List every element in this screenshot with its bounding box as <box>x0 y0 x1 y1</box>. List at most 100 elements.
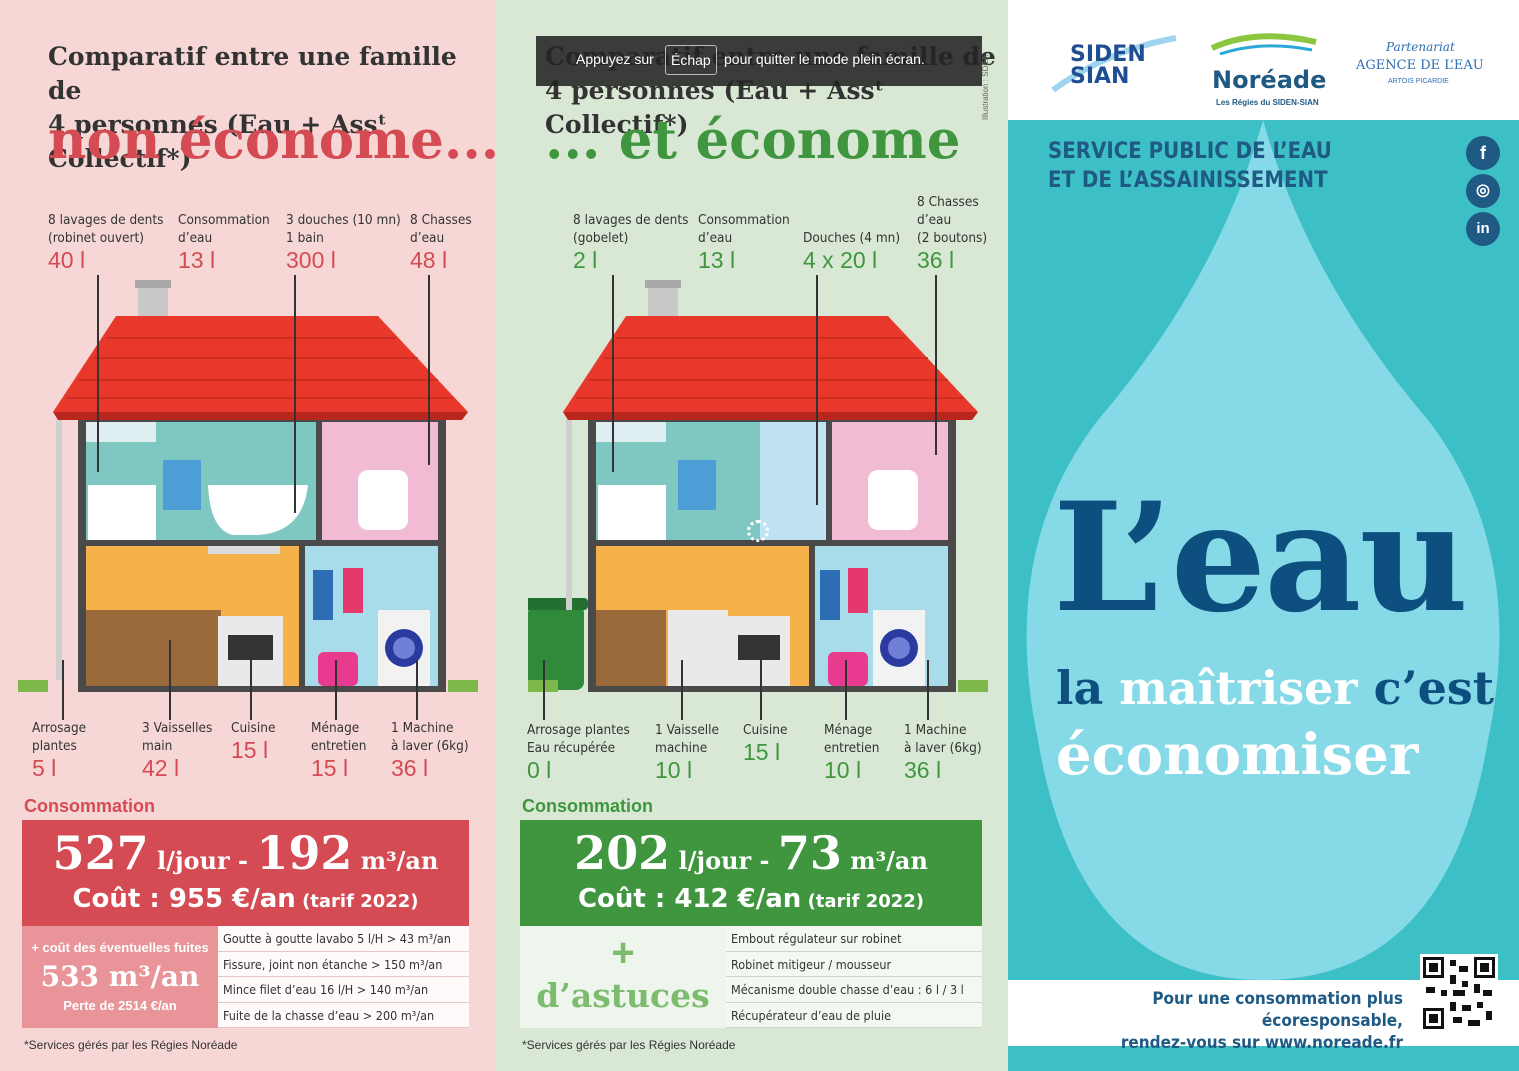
escape-key-hint[interactable]: Échap <box>665 45 717 75</box>
house-illustration <box>18 280 478 692</box>
top-item-label: 8 lavages de dents (gobelet) <box>573 212 689 246</box>
list-item: Récupérateur d’eau de pluie <box>726 1003 982 1028</box>
bottom-item-value: 36 l <box>391 755 429 781</box>
top-item-value: 40 l <box>48 247 86 273</box>
economical-headline: ... et économe <box>545 109 961 171</box>
leader-line <box>612 275 614 472</box>
service-title: SERVICE PUBLIC DE L’EAU ET DE L’ASSAINIS… <box>1048 139 1332 193</box>
consumption-box: 202 l/jour - 73 m³/an Coût : 412 €/an (t… <box>520 820 982 926</box>
top-item-label: Consommation d’eau <box>178 212 270 246</box>
liters-per-day: 527 <box>52 826 149 880</box>
bottom-item-label: 1 Machine à laver (6kg) <box>391 720 469 754</box>
footnote: *Services gérés par les Régies Noréade <box>522 1038 736 1052</box>
noreade-subtitle: Les Régies du SIDEN-SIAN <box>1216 98 1319 107</box>
bottom-item-label: Arrosage plantes Eau récupérée <box>527 722 630 756</box>
loading-spinner-icon <box>747 520 769 542</box>
bottom-item-label: Arrosage plantes <box>32 720 87 754</box>
qr-code-icon[interactable] <box>1420 954 1498 1032</box>
list-item: Mécanisme double chasse d’eau : 6 l / 3 … <box>726 977 982 1003</box>
leader-line <box>681 660 683 720</box>
noreade-logo: Noréade Les Régies du SIDEN-SIAN <box>1206 28 1326 110</box>
tips-box: + d’astuces <box>520 926 726 1028</box>
cover-panel: SIDEN SIAN Noréade Les Régies du SIDEN-S… <box>1008 0 1519 1071</box>
footnote: *Services gérés par les Régies Noréade <box>24 1038 238 1052</box>
bottom-item-value: 15 l <box>311 755 349 781</box>
top-item-label: 3 douches (10 mn) 1 bain <box>286 212 401 246</box>
annual-cost: Coût : 412 €/an (tarif 2022) <box>520 884 982 914</box>
leader-line <box>845 660 847 720</box>
cost-value: Coût : 955 €/an <box>72 884 296 914</box>
partnership-text: Partenariat <box>1386 40 1455 54</box>
cost-value: Coût : 412 €/an <box>577 884 802 914</box>
cubic-meters-per-year: 192 <box>256 826 353 880</box>
annual-cost: Coût : 955 €/an (tarif 2022) <box>22 884 469 914</box>
leader-line <box>543 660 545 720</box>
tariff-note: (tarif 2022) <box>295 891 419 912</box>
bottom-item-value: 15 l <box>231 737 269 763</box>
top-item-label: 8 Chasses d’eau <box>410 212 472 246</box>
leak-title: + coût des éventuelles fuites <box>31 940 209 955</box>
tips-title: d’astuces <box>536 976 710 1015</box>
house-illustration <box>528 280 988 692</box>
fullscreen-exit-toast: Appuyez sur Échap pour quitter le mode p… <box>536 36 982 86</box>
leader-line <box>927 660 929 720</box>
leader-line <box>294 275 296 513</box>
list-item: Goutte à goutte lavabo 5 l/H > 43 m³/an <box>218 926 469 952</box>
tips-list: Embout régulateur sur robinet Robinet mi… <box>726 926 982 1028</box>
instagram-icon[interactable]: ◎ <box>1466 174 1500 208</box>
leader-line <box>97 275 99 472</box>
top-item-value: 36 l <box>917 247 955 273</box>
facebook-icon[interactable]: f <box>1466 136 1500 170</box>
tagline-line1: la maîtriser c’est <box>1056 660 1494 716</box>
consumption-summary: 527 l/jour - 192 m³/an <box>22 826 469 880</box>
top-item-value: 4 x 20 l <box>803 247 878 273</box>
list-item: Embout régulateur sur robinet <box>726 926 982 952</box>
water-drop-graphic <box>1008 120 1519 980</box>
toast-text-before: Appuyez sur <box>576 51 654 67</box>
leak-loss: Perte de 2514 €/an <box>63 998 177 1013</box>
leader-line <box>428 275 430 465</box>
bottom-item-value: 5 l <box>32 755 57 781</box>
consumption-label: Consommation <box>522 796 654 816</box>
bottom-item-label: Cuisine <box>743 722 788 738</box>
top-item-label: 8 Chasses d’eau (2 boutons) <box>917 194 988 246</box>
leader-line <box>416 660 418 720</box>
cubic-meters-unit: m³/an <box>352 846 439 875</box>
bottom-item-value: 0 l <box>527 757 552 783</box>
consumption-box: 527 l/jour - 192 m³/an Coût : 955 €/an (… <box>22 820 469 926</box>
leader-line <box>62 660 64 720</box>
bottom-item-value: 10 l <box>655 757 693 783</box>
leader-line <box>935 275 937 455</box>
logos-bar: SIDEN SIAN Noréade Les Régies du SIDEN-S… <box>1008 0 1519 120</box>
leak-volume: 533 m³/an <box>40 960 200 993</box>
tagline-line2: économiser <box>1056 722 1419 788</box>
noreade-wave-icon <box>1210 33 1317 56</box>
website-call-to-action[interactable]: Pour une consommation plus écoresponsabl… <box>1120 989 1403 1053</box>
liters-per-day-unit: l/jour - <box>148 846 257 875</box>
list-item: Fuite de la chasse d’eau > 200 m³/an <box>218 1003 469 1028</box>
liters-per-day-unit: l/jour - <box>670 846 778 875</box>
bottom-item-label: 3 Vaisselles main <box>142 720 213 754</box>
list-item: Fissure, joint non étanche > 150 m³/an <box>218 952 469 977</box>
top-item-label: 8 lavages de dents (robinet ouvert) <box>48 212 164 246</box>
bottom-item-label: Cuisine <box>231 720 276 736</box>
top-item-value: 2 l <box>573 247 598 273</box>
leader-line <box>250 640 252 720</box>
linkedin-icon[interactable]: in <box>1466 212 1500 246</box>
plus-sign: + <box>611 931 635 975</box>
leader-line <box>169 640 171 720</box>
tariff-note: (tarif 2022) <box>801 891 925 912</box>
list-item: Robinet mitigeur / mousseur <box>726 952 982 977</box>
bottom-item-value: 36 l <box>904 757 942 783</box>
leader-line <box>816 275 818 505</box>
cubic-meters-unit: m³/an <box>841 846 928 875</box>
leak-list: Goutte à goutte lavabo 5 l/H > 43 m³/an … <box>218 926 469 1028</box>
leader-line <box>760 640 762 720</box>
economical-panel: Comparatif entre une famille de 4 person… <box>495 0 1008 1071</box>
top-item-label: Consommation d’eau <box>698 212 790 246</box>
agence-eau-logo: Partenariat AGENCE DE L’EAU ARTOIS PICAR… <box>1354 40 1498 98</box>
bottom-item-label: Ménage entretien <box>311 720 367 754</box>
siden-sian-text: SIDEN SIAN <box>1070 42 1146 89</box>
artois-picardie-text: ARTOIS PICARDIE <box>1388 78 1449 85</box>
siden-sian-swoosh-icon <box>1051 35 1177 93</box>
